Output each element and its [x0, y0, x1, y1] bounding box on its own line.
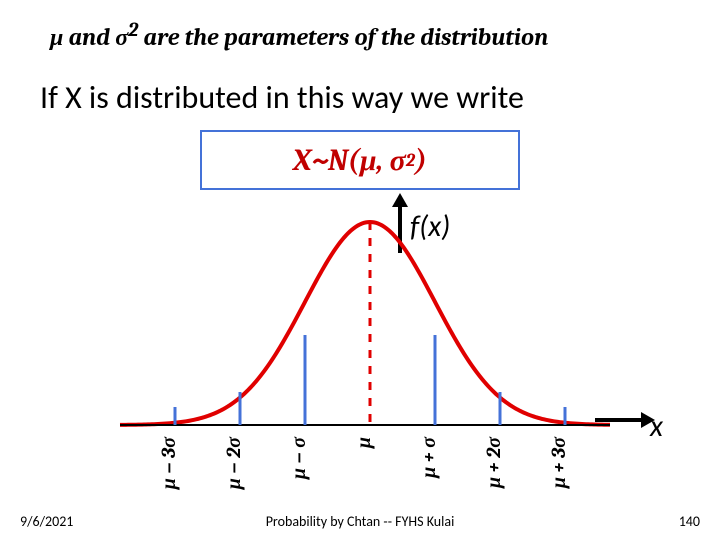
svg-text:μ + 3σ: μ + 3σ: [547, 436, 570, 489]
x-arrow: [595, 418, 643, 422]
svg-text:μ − σ: μ − σ: [287, 436, 310, 480]
footer-page: 140: [679, 513, 700, 530]
svg-text:μ − 3σ: μ − 3σ: [157, 436, 180, 491]
normal-distribution-chart: μ − 3σ μ − 2σ μ − σ μ μ + σ μ + 2σ μ + 3σ: [100, 200, 630, 500]
x-label: x: [650, 408, 663, 445]
svg-text:μ + σ: μ + σ: [417, 436, 440, 479]
page-title: μ and σ2 are the parameters of the distr…: [50, 18, 548, 52]
subtitle-text: If X is distributed in this way we write: [40, 78, 524, 117]
svg-text:μ − 2σ: μ − 2σ: [222, 436, 245, 490]
svg-text:μ + 2σ: μ + 2σ: [482, 436, 505, 489]
footer-center: Probability by Chtan -- FYHS Kulai: [0, 513, 720, 530]
formula-box: X~N(μ, σ2): [200, 130, 520, 190]
svg-text:μ: μ: [352, 437, 375, 449]
